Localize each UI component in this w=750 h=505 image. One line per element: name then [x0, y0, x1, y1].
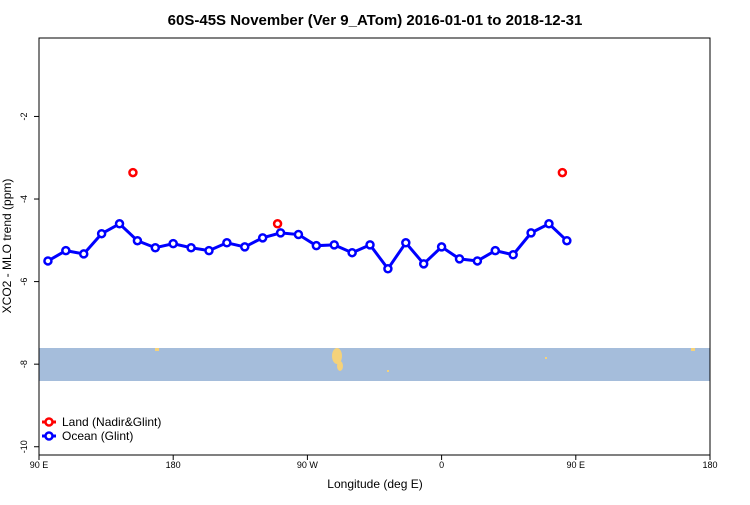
data-point	[168, 238, 178, 249]
data-point	[257, 233, 268, 243]
y-tick-label: -8	[19, 360, 29, 368]
x-tick-label: 180	[702, 460, 717, 470]
data-point	[311, 240, 322, 251]
x-tick-label: 180	[166, 460, 181, 470]
data-point	[526, 228, 536, 238]
y-tick-label: -4	[19, 195, 29, 203]
y-axis-label: XCO2 - MLO trend (ppm)	[0, 179, 14, 314]
data-point	[418, 259, 429, 269]
data-point	[186, 242, 196, 253]
legend-label: Land (Nadir&Glint)	[62, 415, 161, 429]
data-point	[508, 250, 518, 260]
data-point	[401, 238, 411, 248]
data-point	[293, 229, 304, 240]
data-point	[472, 256, 483, 266]
data-point	[329, 240, 339, 250]
data-point	[275, 228, 286, 238]
data-point	[96, 228, 107, 239]
y-tick-label: -2	[19, 112, 29, 120]
data-point	[347, 247, 357, 258]
data-point	[128, 167, 138, 178]
data-point	[272, 219, 283, 229]
data-point	[240, 242, 250, 252]
data-point	[544, 219, 554, 229]
chart-title: 60S-45S November (Ver 9_ATom) 2016-01-01…	[168, 12, 583, 29]
legend-marker	[44, 417, 54, 427]
y-tick-label: -6	[19, 278, 29, 286]
data-point	[490, 245, 501, 256]
data-point	[562, 235, 572, 246]
data-point	[365, 240, 375, 250]
data-point	[557, 167, 568, 178]
x-tick-label: 90 E	[567, 460, 586, 470]
data-point	[383, 264, 393, 274]
data-point	[61, 245, 71, 256]
data-point	[150, 242, 161, 253]
legend-label: Ocean (Glint)	[62, 429, 133, 443]
x-tick-label: 90 E	[30, 460, 49, 470]
x-axis-label: Longitude (deg E)	[327, 477, 422, 491]
x-tick-label: 90 W	[297, 460, 319, 470]
data-point	[454, 254, 465, 264]
plot-frame	[38, 37, 711, 456]
legend-marker	[44, 431, 54, 441]
data-point	[43, 256, 53, 266]
data-point	[78, 249, 89, 259]
data-point	[114, 219, 125, 229]
data-point	[204, 245, 214, 256]
data-point	[132, 235, 143, 246]
series-line	[47, 221, 568, 272]
data-point	[436, 242, 447, 252]
y-tick-label: -10	[19, 440, 29, 453]
map-strip	[39, 348, 710, 381]
x-tick-label: 0	[439, 460, 444, 470]
data-point	[222, 238, 232, 248]
